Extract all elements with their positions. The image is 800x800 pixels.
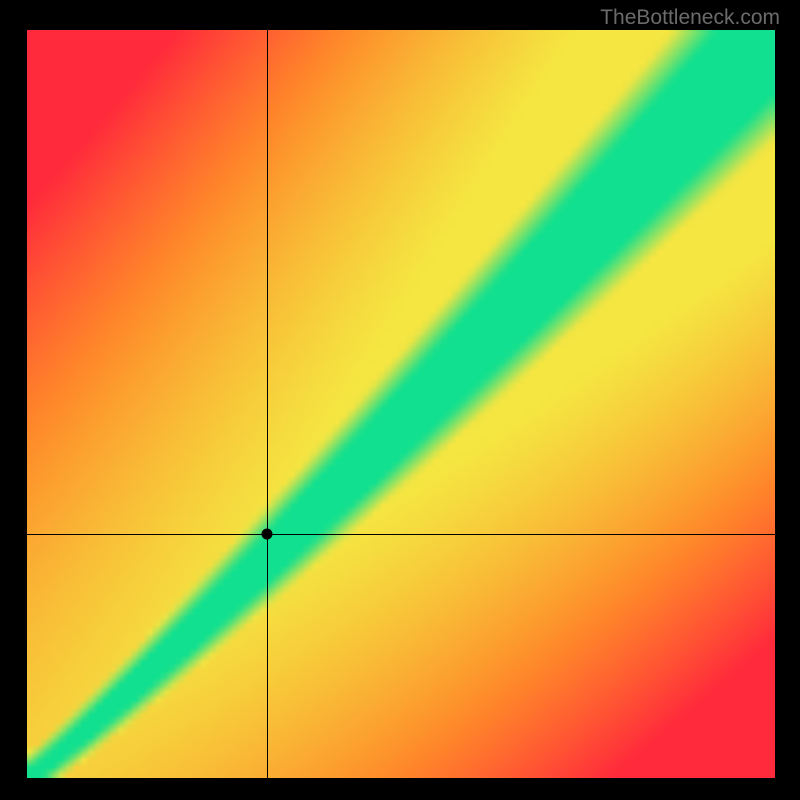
watermark-text: TheBottleneck.com (600, 6, 780, 30)
bottleneck-heatmap-plot (27, 30, 775, 778)
heatmap-canvas (27, 30, 775, 778)
